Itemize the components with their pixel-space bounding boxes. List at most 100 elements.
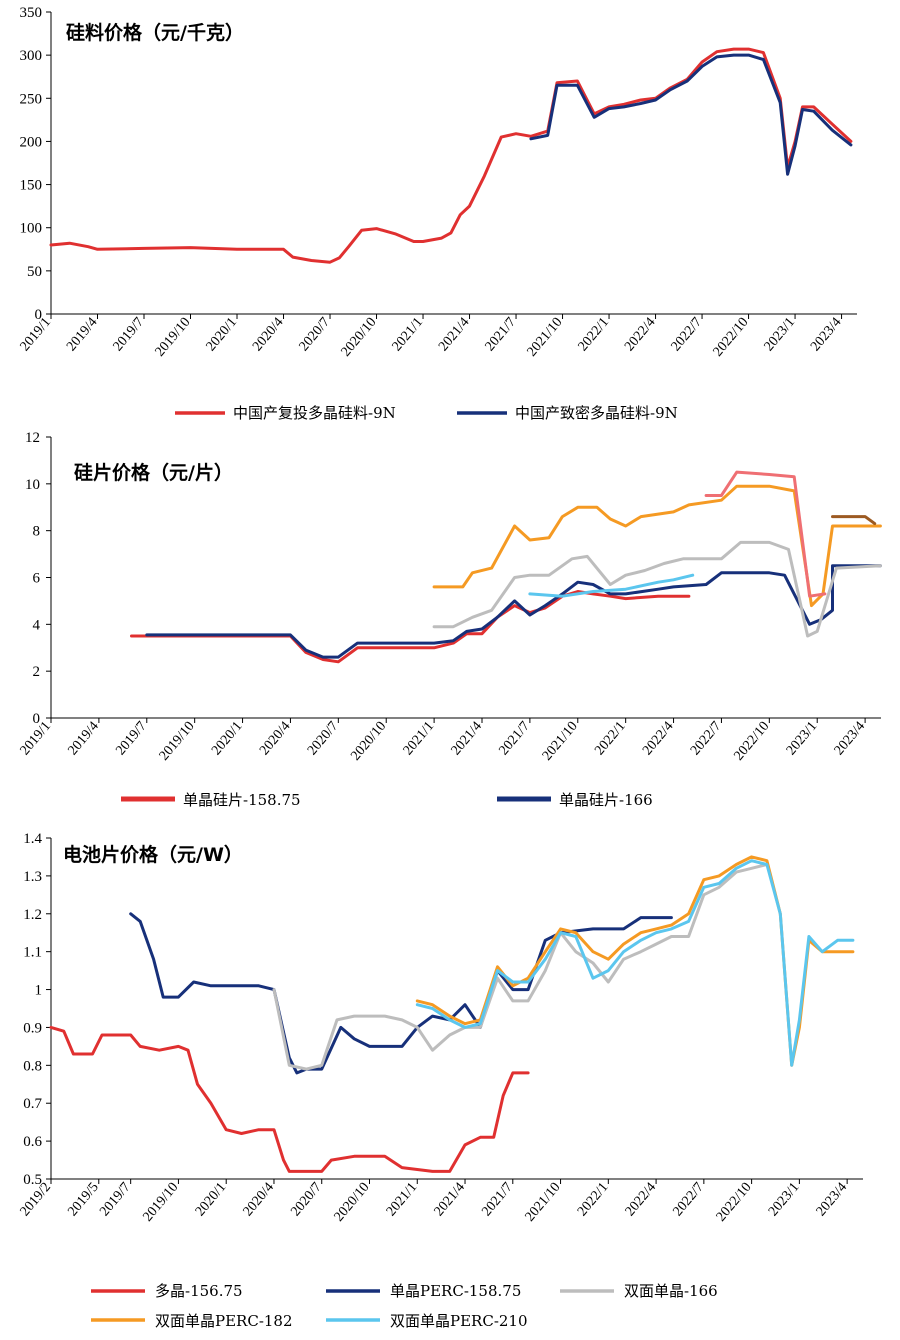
x-tick-label: 2022/1 [575, 1180, 611, 1219]
x-tick-label: 2021/10 [525, 315, 566, 360]
x-tick-label: 2022/10 [711, 315, 752, 360]
x-tick-label: 2020/4 [250, 315, 286, 354]
y-tick-label: 4 [33, 617, 41, 633]
legend-label-perc-210: 双面单晶PERC-210 [390, 1312, 528, 1330]
chart-title-3: 电池片价格（元/W） [63, 843, 243, 866]
y-axis-3: 0.5 0.6 0.7 0.8 0.9 1 1.1 1.2 1.3 1.4 [23, 831, 52, 1188]
x-tick-label: 2023/1 [762, 315, 798, 354]
legend-2: 单晶硅片-158.75 单晶硅片-166 [121, 791, 653, 809]
x-tick-label: 2023/4 [814, 1180, 850, 1219]
x-tick-label: 2022/7 [688, 719, 724, 758]
y-tick-label: 0.5 [23, 1172, 42, 1188]
x-tick-label: 2022/4 [622, 315, 658, 354]
x-tick-label: 2021/7 [496, 719, 532, 758]
y-tick-label: 300 [20, 48, 43, 64]
y-tick-label: 12 [25, 430, 40, 446]
series-line-6 [704, 470, 827, 598]
legend-3: 多晶-156.75 单晶PERC-158.75 双面单晶-166 双面单晶PER… [91, 1282, 718, 1330]
series-line-5 [415, 859, 855, 1067]
x-tick-label: 2019/4 [64, 315, 100, 354]
legend-label-bifacial-166: 双面单晶-166 [624, 1282, 718, 1300]
x-tick-label: 2023/1 [784, 719, 820, 758]
series-group-3 [49, 855, 855, 1173]
y-tick-label: 0 [33, 711, 41, 727]
legend-label-mono-158: 单晶硅片-158.75 [183, 791, 301, 809]
x-tick-label: 2020/7 [305, 719, 341, 758]
series-line-1 [49, 1025, 530, 1173]
x-tick-label: 2020/4 [257, 719, 293, 758]
x-tick-label: 2019/10 [157, 719, 198, 764]
series-line-4 [415, 855, 855, 1067]
x-tick-label: 2021/1 [384, 1180, 420, 1219]
x-tick-label: 2020/1 [204, 315, 240, 354]
y-tick-label: 150 [20, 178, 43, 194]
y-tick-label: 0.8 [23, 1058, 42, 1074]
y-tick-label: 1 [35, 983, 43, 999]
series-line-3 [272, 863, 769, 1071]
plot-area-3 [51, 838, 863, 1179]
x-tick-label: 2022/10 [731, 719, 772, 764]
legend-label-perc-158: 单晶PERC-158.75 [390, 1282, 521, 1300]
x-axis-2: 2019/1 2019/4 2019/7 2019/10 2020/1 2020/4 202… [18, 717, 881, 764]
chart-title-2: 硅片价格（元/片） [74, 461, 233, 484]
x-tick-label: 2021/10 [540, 719, 581, 764]
series-line-2 [529, 53, 853, 176]
x-tick-label: 2019/4 [65, 719, 101, 758]
series-line-2 [145, 564, 882, 659]
legend-label-perc-182: 双面单晶PERC-182 [155, 1312, 293, 1330]
y-tick-label: 0.6 [23, 1134, 42, 1150]
y-tick-label: 0.9 [23, 1020, 42, 1036]
x-tick-label: 2021/7 [483, 315, 519, 354]
x-tick-label: 2019/10 [153, 315, 194, 360]
x-tick-label: 2020/10 [332, 1180, 373, 1225]
x-tick-label: 2022/7 [669, 315, 705, 354]
x-tick-label: 2020/7 [297, 315, 333, 354]
series-group-2 [130, 470, 882, 664]
y-tick-label: 50 [27, 264, 42, 280]
x-tick-label: 2020/10 [348, 719, 389, 764]
series-line-4 [432, 484, 882, 608]
x-tick-label: 2021/4 [432, 1180, 468, 1219]
legend-1: 中国产复投多晶硅料-9N 中国产致密多晶硅料-9N [175, 404, 678, 422]
legend-label-multi-156: 多晶-156.75 [155, 1282, 243, 1300]
cell-price-chart: 电池片价格（元/W） 0.50.60.70.80.911.11.21.31.4 … [18, 831, 863, 1330]
y-tick-label: 200 [20, 134, 43, 150]
y-tick-label: 0.7 [23, 1096, 42, 1112]
x-tick-label: 2020/1 [209, 719, 245, 758]
x-tick-label: 2021/1 [390, 315, 426, 354]
x-tick-label: 2021/10 [523, 1180, 564, 1225]
x-tick-label: 2020/1 [193, 1180, 229, 1219]
x-tick-label: 2023/1 [766, 1180, 802, 1219]
x-tick-label: 2019/7 [97, 1180, 133, 1219]
legend-label-mono-166: 单晶硅片-166 [559, 791, 653, 809]
y-tick-label: 10 [25, 477, 40, 493]
x-tick-label: 2019/5 [65, 1180, 101, 1219]
x-axis-1: 2019/1 2019/4 2019/7 2019/10 2020/1 2020/4 202… [18, 313, 857, 360]
series-line-5 [528, 573, 695, 598]
x-tick-label: 2022/4 [640, 719, 676, 758]
y-axis-1: 0 50 100 150 200 250 300 350 [20, 5, 52, 323]
x-tick-label: 2021/7 [479, 1180, 515, 1219]
x-tick-label: 2019/7 [113, 719, 149, 758]
x-tick-label: 2023/4 [808, 315, 844, 354]
y-tick-label: 100 [20, 221, 43, 237]
x-tick-label: 2022/1 [592, 719, 628, 758]
x-tick-label: 2020/7 [288, 1180, 324, 1219]
series-line-7 [831, 515, 877, 526]
x-tick-label: 2022/1 [576, 315, 612, 354]
y-tick-label: 1.2 [23, 907, 42, 923]
y-tick-label: 1.3 [23, 869, 42, 885]
chart-title-1: 硅料价格（元/千克） [66, 21, 244, 44]
plot-area-1 [51, 12, 857, 314]
series-line-2 [129, 912, 673, 1075]
series-line-1 [130, 590, 691, 664]
x-tick-label: 2021/4 [449, 719, 485, 758]
series-line-3 [432, 540, 882, 638]
x-tick-label: 2022/7 [670, 1180, 706, 1219]
legend-label-recharge-poly: 中国产复投多晶硅料-9N [233, 404, 396, 422]
series-line-1 [49, 47, 853, 264]
y-tick-label: 250 [20, 91, 43, 107]
y-tick-label: 1.1 [23, 945, 42, 961]
